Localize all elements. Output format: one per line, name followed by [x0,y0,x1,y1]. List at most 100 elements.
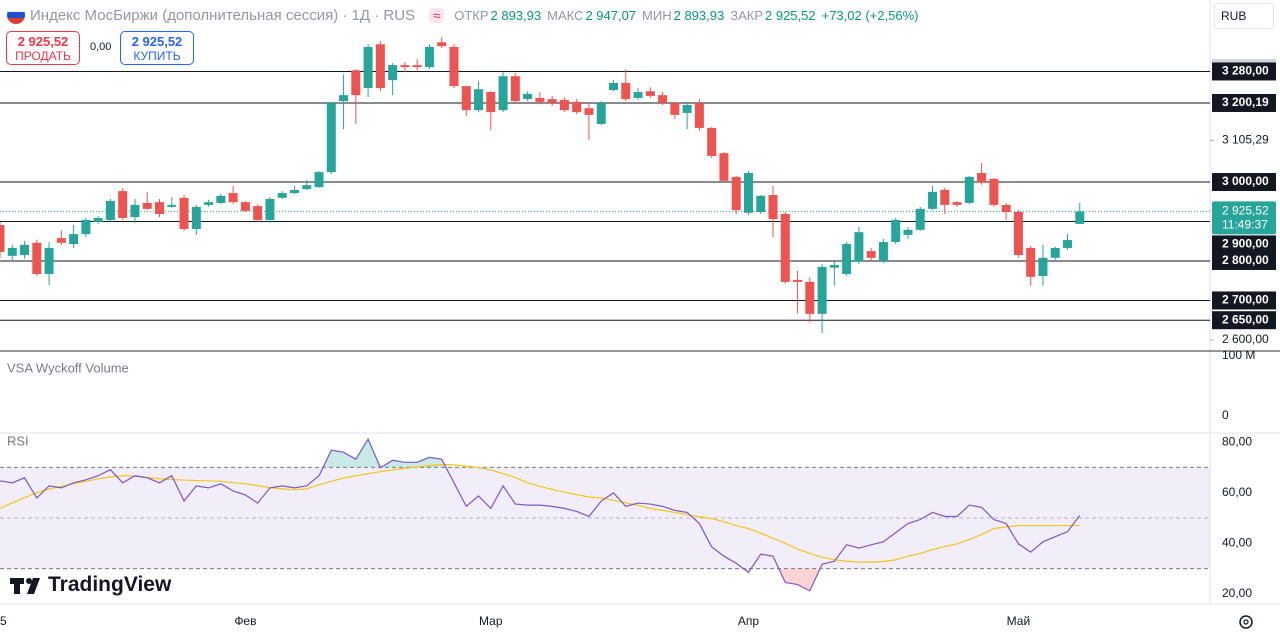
candle-body [670,103,680,115]
volume-title: VSA Wyckoff Volume [7,360,129,375]
candle-body [130,204,140,218]
candle-body [20,244,30,256]
candle-body [179,197,189,229]
candle-body [878,242,888,261]
candle-body [584,108,594,115]
level-label: 3 200,19 [1222,95,1269,109]
sell-label: ПРОДАТЬ [15,49,71,63]
candle-body [547,99,557,104]
candle-body [498,76,508,111]
rsi-line [0,437,1081,592]
candle-body [829,264,839,268]
header: Индекс МосБиржи (дополнительная сессия) … [30,5,924,25]
candle-body [805,281,815,314]
level-label-box [1212,251,1276,270]
candle-body [155,202,165,214]
candle-body [277,193,287,198]
candle-body [731,176,741,211]
open-value: 2 893,93 [490,7,542,23]
candle-body [314,172,324,188]
candle-body [228,193,238,203]
candle-body [780,213,790,282]
candle-body [0,225,5,252]
session-icon[interactable]: ≈ [429,7,445,23]
y-tick-label: 60,00 [1222,485,1252,499]
candle-body [93,217,103,222]
candle-body [903,229,913,235]
candle-body [940,189,950,205]
sell-price: 2 925,52 [17,34,69,49]
low-value: 2 893,93 [673,7,725,23]
candle-body [621,82,631,100]
rsi-title: RSI [7,433,29,448]
x-tick-label: 25 [0,614,7,628]
level-label: 2 900,00 [1222,237,1269,251]
currency-select[interactable]: RUB [1214,3,1274,29]
candle-body [854,232,864,262]
open-label: ОТКР [454,7,489,23]
candle-body [191,206,201,229]
candle-body [1050,247,1060,258]
level-label: 2 700,00 [1222,293,1269,307]
candle-body [609,82,618,91]
candle-body [400,65,410,68]
candle-body [449,46,459,87]
candle-body [289,189,299,194]
candle-body [1001,204,1011,213]
candle-body [375,44,385,89]
candle-body [339,95,349,102]
candle-body [424,46,434,68]
low-label: МИН [642,7,672,23]
y-tick-label: 3 105,29 [1222,133,1269,147]
candle-body [535,97,545,102]
candle-body [793,279,803,282]
settings-icon[interactable] [1239,615,1253,629]
candle-body [142,202,152,209]
candle-body [694,103,704,128]
y-tick-label: 80,00 [1222,434,1252,448]
candle-body [1075,211,1085,224]
candle-body [412,65,422,68]
candle-body [756,195,766,213]
candle-body [1062,240,1072,248]
symbol-title: Индекс МосБиржи (дополнительная сессия) … [30,6,416,24]
candle-body [69,234,79,245]
close-label: ЗАКР [730,7,763,23]
x-tick-label: Мар [479,614,503,628]
candle-body [977,172,987,183]
x-tick-label: Май [1007,614,1031,628]
y-tick-label: 0 [1222,408,1229,422]
candle-body [559,99,569,111]
candle-body [363,46,373,89]
change-value: +73,02 (+2,56%) [821,7,919,23]
countdown: 11:49:37 [1222,218,1268,232]
candle-body [388,65,398,81]
level-label-box [1212,235,1276,254]
candle-body [915,208,925,230]
candle-body [326,103,336,173]
candle-body [866,251,876,258]
candle-body [105,200,115,220]
brand: TradingView [48,573,172,596]
high-label: МАКС [547,7,584,23]
x-tick-label: Апр [738,614,760,628]
level-label: 2 650,00 [1222,312,1269,326]
candle-body [952,202,962,205]
candle-body [658,95,668,104]
candle-body [461,86,471,111]
buy-button[interactable]: 2 925,52 КУПИТЬ [120,31,194,65]
level-label-box [1212,291,1276,310]
candle-body [707,127,717,156]
level-label-box [1212,62,1276,81]
sell-button[interactable]: 2 925,52 ПРОДАТЬ [6,31,80,65]
brand-logo [10,578,40,594]
candle-body [572,101,582,113]
candle-body [253,206,263,220]
candle-body [81,219,91,235]
candle-body [989,178,999,205]
candle-body [118,191,128,218]
candle-body [486,91,496,113]
candle-body [302,185,312,190]
